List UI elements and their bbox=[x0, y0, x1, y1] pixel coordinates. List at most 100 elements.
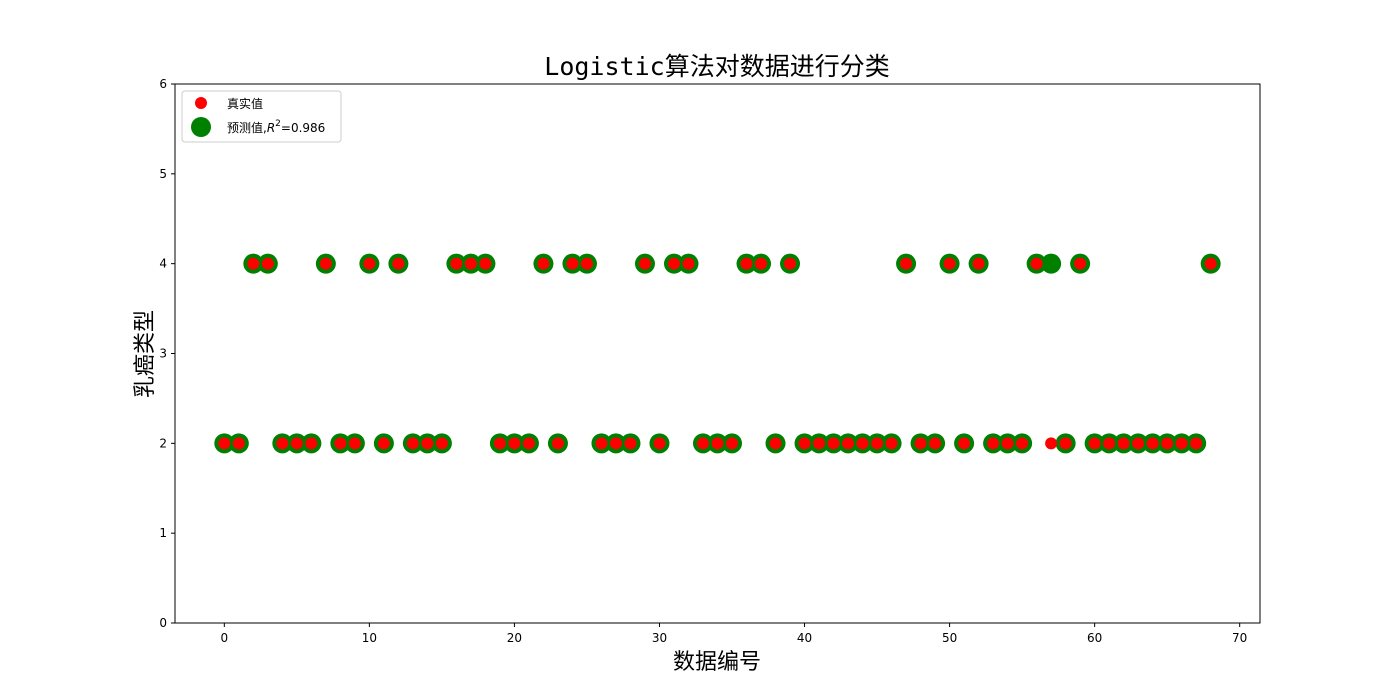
true-point bbox=[1045, 437, 1058, 450]
true-point bbox=[392, 257, 405, 270]
true-point bbox=[377, 437, 390, 450]
true-point bbox=[522, 437, 535, 450]
true-point bbox=[508, 437, 521, 450]
true-point bbox=[1074, 257, 1087, 270]
x-tick-label: 0 bbox=[220, 631, 228, 645]
x-tick-label: 40 bbox=[797, 631, 812, 645]
x-tick-label: 50 bbox=[942, 631, 957, 645]
true-point bbox=[435, 437, 448, 450]
true-point bbox=[740, 257, 753, 270]
legend-pred-r: R bbox=[267, 121, 275, 135]
true-point bbox=[247, 257, 260, 270]
true-point bbox=[580, 257, 593, 270]
true-point bbox=[493, 437, 506, 450]
true-point bbox=[595, 437, 608, 450]
legend-true-label: 真实值 bbox=[227, 96, 263, 111]
true-point bbox=[1132, 437, 1145, 450]
true-point bbox=[305, 437, 318, 450]
true-point bbox=[290, 437, 303, 450]
true-point bbox=[276, 437, 289, 450]
true-point bbox=[421, 437, 434, 450]
true-point bbox=[769, 437, 782, 450]
true-point bbox=[624, 437, 637, 450]
true-point bbox=[1161, 437, 1174, 450]
y-tick-label: 1 bbox=[159, 526, 167, 540]
y-tick-label: 5 bbox=[159, 167, 167, 181]
true-point bbox=[1103, 437, 1116, 450]
true-point bbox=[987, 437, 1000, 450]
legend-true-marker bbox=[195, 97, 207, 109]
true-point bbox=[914, 437, 927, 450]
y-tick-label: 6 bbox=[159, 77, 167, 91]
true-point bbox=[334, 437, 347, 450]
true-point bbox=[1190, 437, 1203, 450]
legend-pred-suffix: =0.986 bbox=[281, 121, 325, 135]
legend-pred-sup: 2 bbox=[275, 119, 281, 129]
chart-title: Logistic算法对数据进行分类 bbox=[544, 52, 889, 81]
true-point bbox=[1175, 437, 1188, 450]
plot-area bbox=[175, 84, 1260, 623]
true-point bbox=[479, 257, 492, 270]
legend-pred-prefix: 预测值, bbox=[227, 120, 267, 135]
true-point bbox=[929, 437, 942, 450]
true-point bbox=[711, 437, 724, 450]
y-tick-label: 0 bbox=[159, 616, 167, 630]
true-series bbox=[218, 257, 1217, 450]
legend-pred-marker bbox=[191, 117, 211, 137]
true-point bbox=[566, 257, 579, 270]
true-point bbox=[653, 437, 666, 450]
true-point bbox=[900, 257, 913, 270]
legend-box bbox=[181, 90, 342, 143]
true-point bbox=[682, 257, 695, 270]
true-point bbox=[1146, 437, 1159, 450]
true-point bbox=[232, 437, 245, 450]
y-tick-label: 3 bbox=[159, 347, 167, 361]
x-tick-label: 70 bbox=[1232, 631, 1247, 645]
x-tick-label: 60 bbox=[1087, 631, 1102, 645]
true-point bbox=[1001, 437, 1014, 450]
true-point bbox=[1117, 437, 1130, 450]
true-point bbox=[827, 437, 840, 450]
legend: 真实值 预测值,R2=0.986 bbox=[181, 90, 342, 143]
y-axis-ticks: 0 1 2 3 4 5 6 bbox=[159, 77, 175, 630]
true-point bbox=[609, 437, 622, 450]
true-point bbox=[261, 257, 274, 270]
legend-pred-label: 预测值,R2=0.986 bbox=[227, 119, 325, 135]
y-tick-label: 4 bbox=[159, 257, 167, 271]
true-point bbox=[726, 437, 739, 450]
true-point bbox=[842, 437, 855, 450]
x-axis-ticks: 0 10 20 30 40 50 60 70 bbox=[220, 623, 1247, 645]
y-tick-label: 2 bbox=[159, 436, 167, 450]
true-point bbox=[696, 437, 709, 450]
true-point bbox=[667, 257, 680, 270]
x-axis-label: 数据编号 bbox=[673, 650, 761, 675]
true-point bbox=[943, 257, 956, 270]
x-tick-label: 10 bbox=[362, 631, 377, 645]
predicted-point bbox=[1041, 253, 1062, 274]
true-point bbox=[1088, 437, 1101, 450]
true-point bbox=[885, 437, 898, 450]
true-point bbox=[871, 437, 884, 450]
true-point bbox=[348, 437, 361, 450]
true-point bbox=[638, 257, 651, 270]
x-tick-label: 20 bbox=[507, 631, 522, 645]
true-point bbox=[450, 257, 463, 270]
true-point bbox=[464, 257, 477, 270]
x-tick-label: 30 bbox=[652, 631, 667, 645]
true-point bbox=[406, 437, 419, 450]
true-point bbox=[319, 257, 332, 270]
y-axis-label: 乳癌类型 bbox=[133, 310, 158, 398]
true-point bbox=[798, 437, 811, 450]
true-point bbox=[813, 437, 826, 450]
true-point bbox=[363, 257, 376, 270]
true-point bbox=[551, 437, 564, 450]
true-point bbox=[1030, 257, 1043, 270]
true-point bbox=[856, 437, 869, 450]
true-point bbox=[1204, 257, 1217, 270]
true-point bbox=[1016, 437, 1029, 450]
true-point bbox=[784, 257, 797, 270]
true-point bbox=[1059, 437, 1072, 450]
true-point bbox=[537, 257, 550, 270]
true-point bbox=[958, 437, 971, 450]
